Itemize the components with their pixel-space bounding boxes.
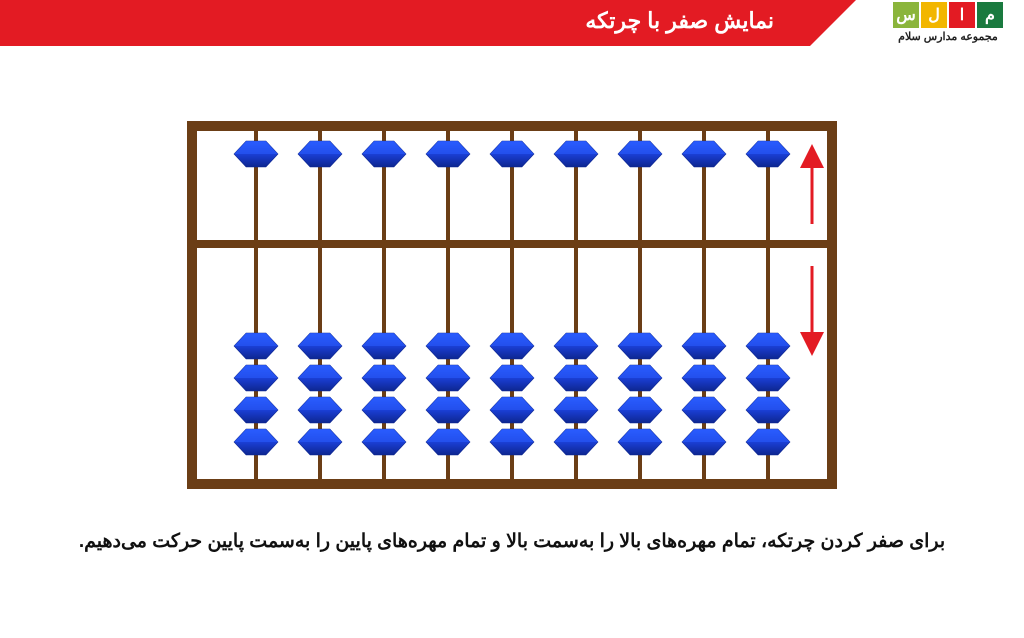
logo-square: ل — [921, 2, 947, 28]
logo-square: س — [893, 2, 919, 28]
main-content: برای صفر کردن چرتکه، تمام مهره‌های بالا … — [0, 58, 1024, 553]
logo-subtitle: مجموعه مدارس سلام — [888, 30, 1008, 43]
caption-text: برای صفر کردن چرتکه، تمام مهره‌های بالا … — [79, 530, 945, 553]
logo: سلام مجموعه مدارس سلام — [888, 2, 1008, 43]
header: نمایش صفر با چرتکه سلام مجموعه مدارس سلا… — [0, 0, 1024, 58]
logo-square: ا — [949, 2, 975, 28]
abacus-diagram — [182, 120, 842, 490]
logo-square: م — [977, 2, 1003, 28]
logo-squares: سلام — [893, 2, 1003, 28]
page-title: نمایش صفر با چرتکه — [585, 8, 774, 34]
